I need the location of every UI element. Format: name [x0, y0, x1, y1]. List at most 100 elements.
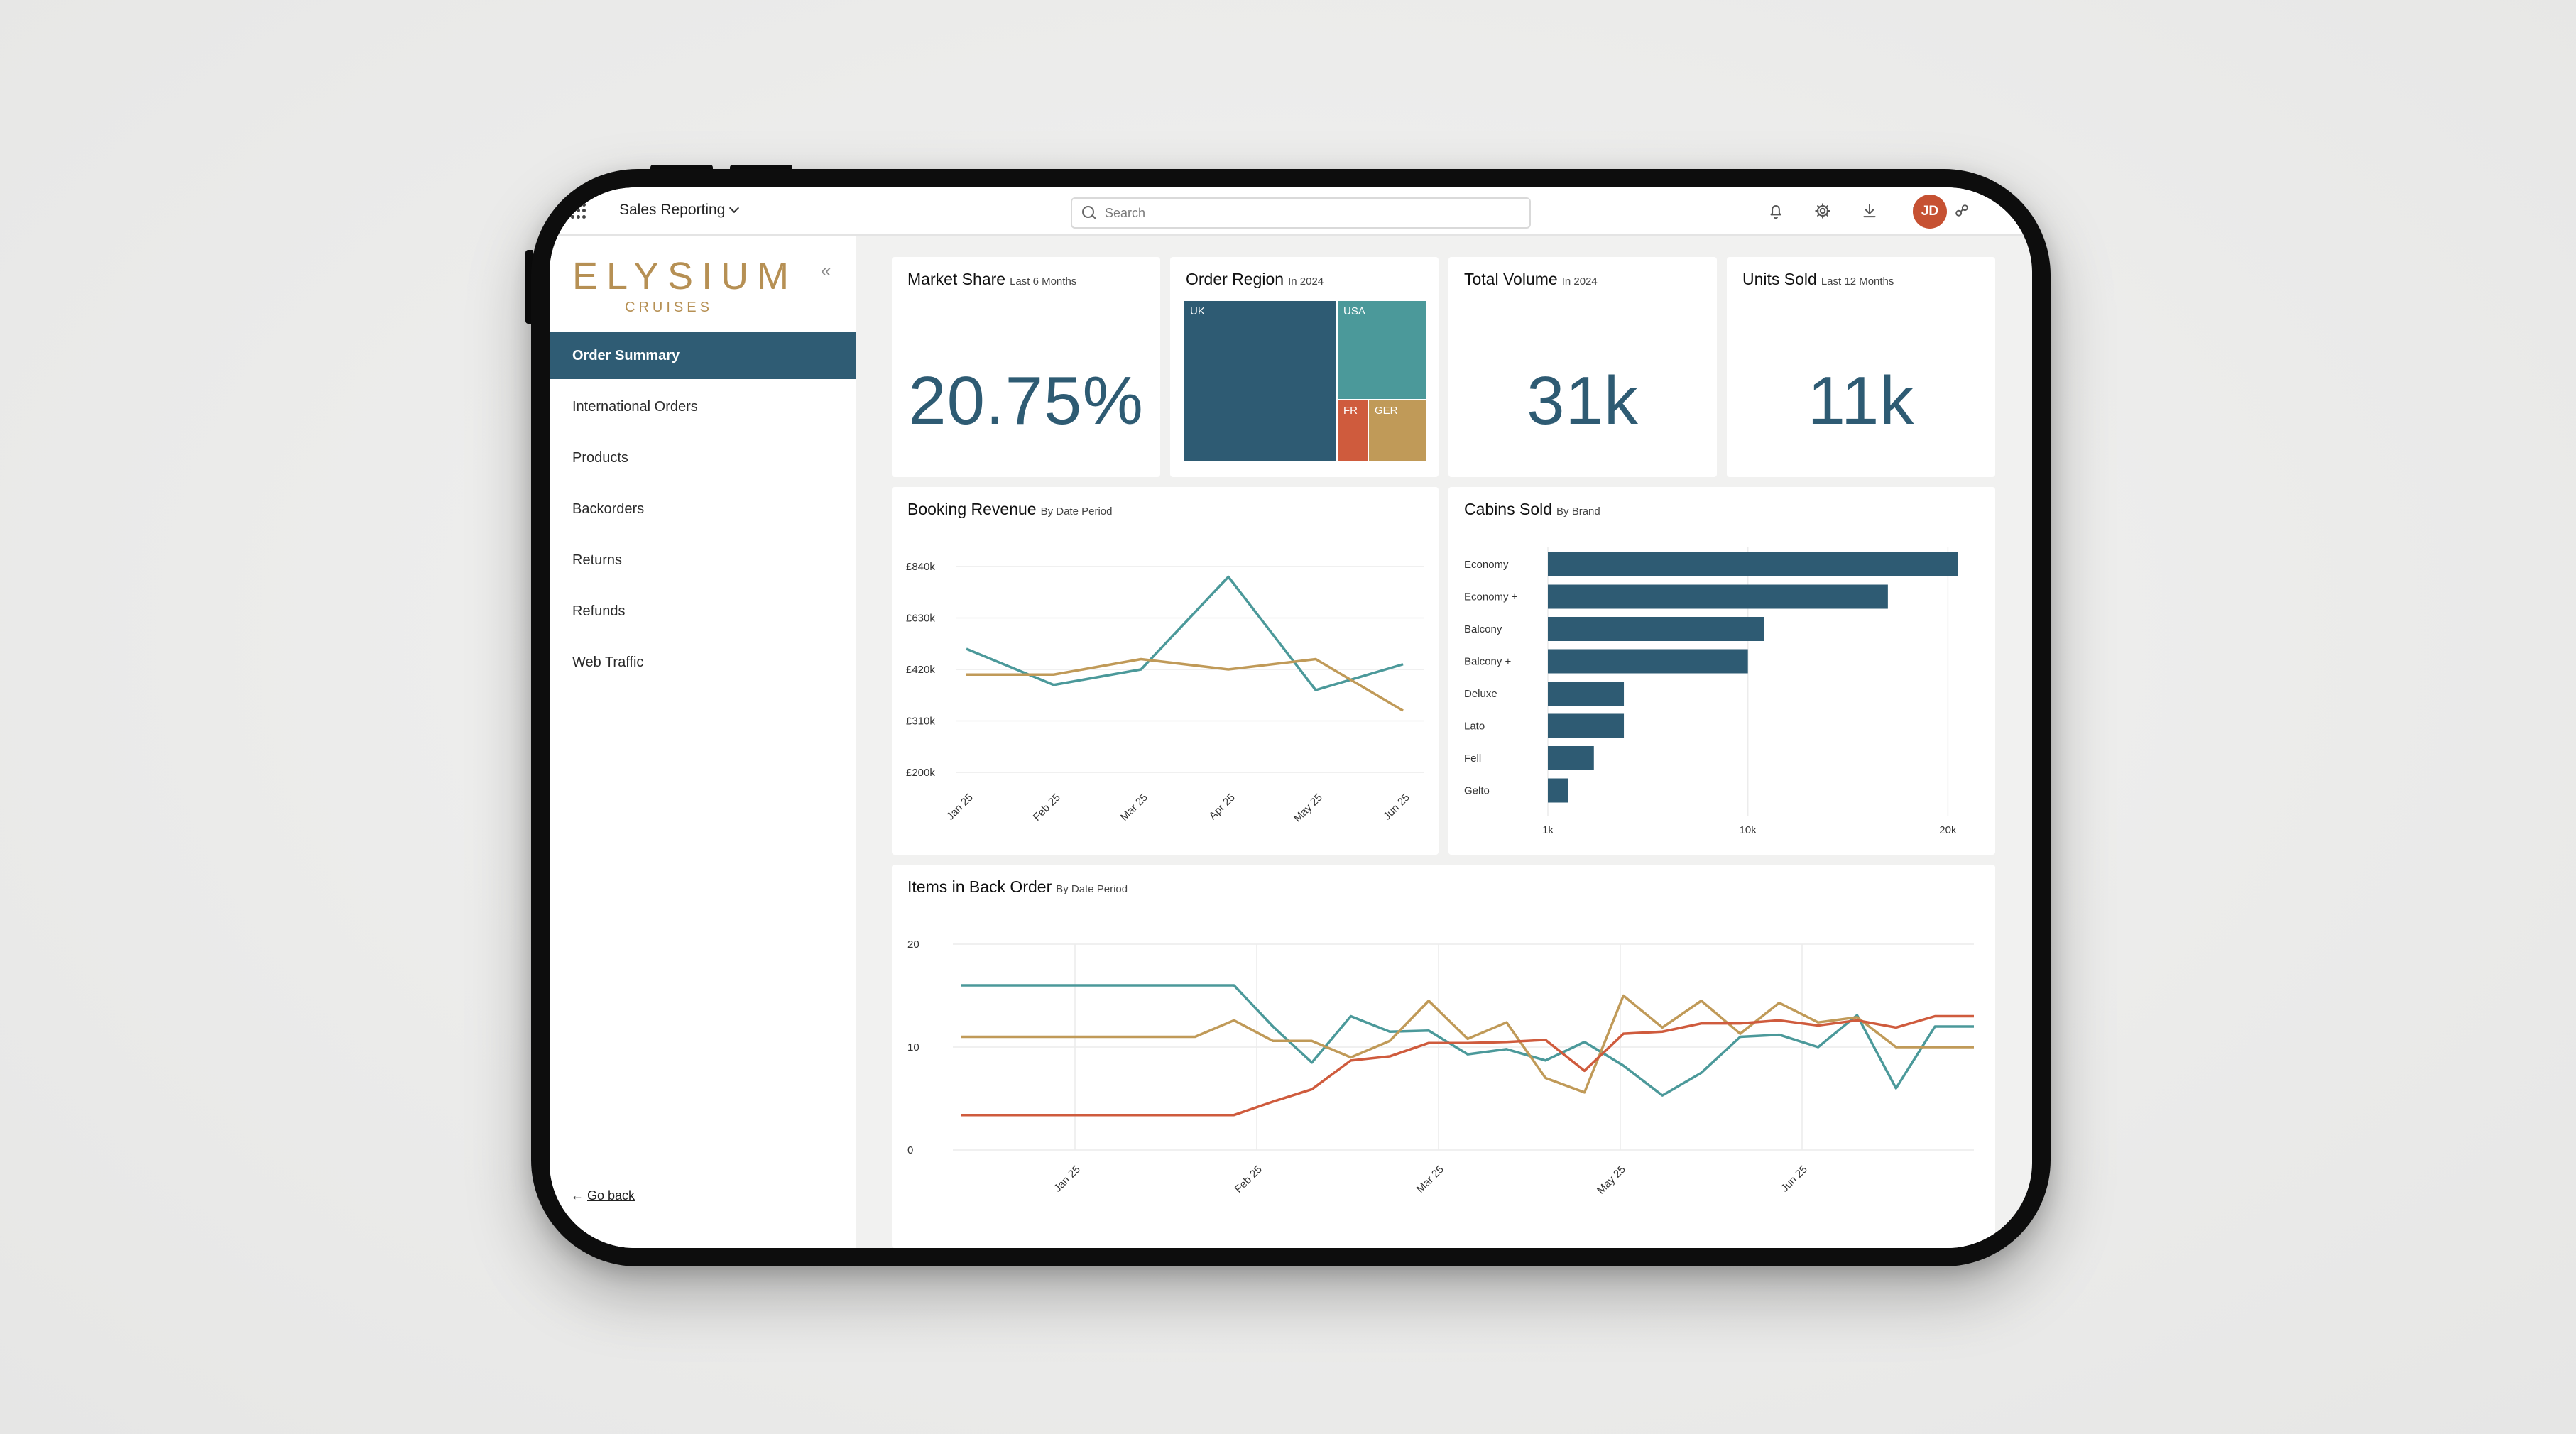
- market-share-subtitle: Last 6 Months: [1010, 275, 1077, 288]
- cabins-sold-subtitle: By Brand: [1556, 505, 1600, 518]
- treemap-label-ger: GER: [1375, 405, 1398, 417]
- units-sold-card: Units Sold Last 12 Months 11k: [1727, 257, 1995, 477]
- order-region-title: Order Region: [1186, 270, 1284, 288]
- total-volume-subtitle: In 2024: [1561, 275, 1598, 288]
- back-order-card: Items in Back Order By Date Period 0 10 20 J…: [892, 865, 1995, 1248]
- sidebar-nav: Order Summary International Orders Produ…: [550, 332, 856, 690]
- go-back-label: Go back: [587, 1188, 635, 1203]
- treemap-label-uk: UK: [1190, 305, 1205, 317]
- sidebar-item-order-summary[interactable]: Order Summary: [550, 332, 856, 379]
- bell-icon[interactable]: [1767, 202, 1785, 220]
- x-tick-label: Jun 25: [1779, 1164, 1810, 1195]
- bar-gelto: [1548, 778, 1568, 803]
- market-share-value: 20.75%: [908, 363, 1144, 439]
- card-title: Total Volume In 2024: [1464, 270, 1598, 289]
- screen: Sales Reporting: [550, 187, 2032, 1248]
- download-icon[interactable]: [1860, 202, 1879, 220]
- card-title: Units Sold Last 12 Months: [1742, 270, 1894, 289]
- app-switcher[interactable]: Sales Reporting: [619, 202, 740, 219]
- card-title: Cabins Sold By Brand: [1464, 500, 1600, 519]
- card-title: Booking Revenue By Date Period: [907, 500, 1112, 519]
- cabins-sold-title: Cabins Sold: [1464, 500, 1553, 518]
- x-tick-label: 20k: [1939, 824, 1957, 836]
- cabins-sold-chart: 1k 10k 20k Economy Economy + Balcony Balcony +…: [1464, 547, 1958, 836]
- units-sold-value: 11k: [1807, 363, 1915, 439]
- x-tick-label: May 25: [1292, 792, 1325, 825]
- booking-revenue-chart: £200k £310k £420k £630k £840k Jan 25 Feb 25 Mar…: [906, 561, 1424, 825]
- card-title: Items in Back Order By Date Period: [907, 877, 1128, 897]
- booking-revenue-subtitle: By Date Period: [1040, 505, 1113, 518]
- sidebar-item-backorders[interactable]: Backorders: [572, 501, 645, 517]
- backorder-series-line-3: [961, 1014, 1974, 1117]
- backorder-series-line-2: [961, 994, 1974, 1094]
- bar-fell: [1548, 746, 1594, 770]
- go-back-link[interactable]: ← Go back: [571, 1188, 635, 1203]
- units-sold-title: Units Sold: [1742, 270, 1817, 288]
- sidebar-item-returns[interactable]: Returns: [572, 552, 623, 568]
- back-order-chart: 0 10 20 Jan 25 Feb 25 Mar 25 May 25 Jun 25: [907, 938, 1974, 1197]
- x-tick-label: Feb 25: [1031, 792, 1063, 823]
- app-title: Sales Reporting: [619, 202, 726, 218]
- y-tick-label: 20: [907, 938, 919, 951]
- total-volume-card: Total Volume In 2024 31k: [1448, 257, 1717, 477]
- y-tick-label: £630k: [906, 613, 935, 625]
- x-tick-label: Mar 25: [1118, 792, 1150, 823]
- sidebar: ELYSIUM CRUISES « Order Summary Internat…: [550, 236, 856, 1248]
- sidebar-item-refunds[interactable]: Refunds: [572, 603, 626, 619]
- y-tick-label: 0: [907, 1144, 913, 1156]
- y-tick-label: £310k: [906, 716, 935, 728]
- y-tick-label: £840k: [906, 561, 935, 573]
- gear-icon[interactable]: [1813, 202, 1832, 220]
- share-icon[interactable]: [1953, 202, 1971, 220]
- bar-economy: [1548, 584, 1888, 609]
- bar-economy: [1548, 552, 1958, 576]
- logo-main: ELYSIUM: [572, 255, 798, 297]
- arrow-left-icon: ←: [571, 1188, 584, 1203]
- booking-revenue-card: Booking Revenue By Date Period £200k £310k…: [892, 487, 1439, 855]
- x-tick-label: Mar 25: [1414, 1164, 1446, 1195]
- treemap-label-fr: FR: [1343, 405, 1358, 417]
- category-label: Economy: [1464, 559, 1509, 571]
- treemap-label-usa: USA: [1343, 305, 1365, 317]
- treemap-cell-uk[interactable]: UK: [1184, 301, 1336, 461]
- search-input[interactable]: [1103, 203, 1504, 223]
- apps-grid-icon[interactable]: [571, 203, 586, 219]
- x-tick-label: Apr 25: [1207, 792, 1238, 822]
- category-label: Economy +: [1464, 591, 1518, 603]
- card-title: Order Region In 2024: [1186, 270, 1324, 289]
- category-label: Balcony +: [1464, 656, 1512, 668]
- order-region-card: Order Region In 2024 UK USA FR GER: [1170, 257, 1439, 477]
- x-tick-label: 10k: [1740, 824, 1757, 836]
- order-region-subtitle: In 2024: [1288, 275, 1324, 288]
- collapse-sidebar-icon[interactable]: «: [821, 260, 831, 281]
- chevron-down-icon: [729, 202, 740, 214]
- search-box[interactable]: [1071, 197, 1531, 229]
- sidebar-item-web-traffic[interactable]: Web Traffic: [572, 655, 644, 670]
- treemap-cell-ger[interactable]: GER: [1369, 400, 1426, 461]
- search-icon: [1082, 206, 1094, 218]
- x-tick-label: Jan 25: [1052, 1164, 1083, 1195]
- category-label: Lato: [1464, 721, 1485, 733]
- treemap-cell-fr[interactable]: FR: [1338, 400, 1368, 461]
- revenue-series-line-2: [966, 657, 1404, 712]
- avatar[interactable]: JD: [1913, 195, 1947, 229]
- tablet-frame: Sales Reporting: [531, 169, 2051, 1266]
- backorder-series-line-1: [961, 984, 1974, 1097]
- back-order-title: Items in Back Order: [907, 877, 1052, 896]
- sidebar-item-international-orders[interactable]: International Orders: [572, 399, 698, 415]
- booking-revenue-title: Booking Revenue: [907, 500, 1037, 518]
- sidebar-item-products[interactable]: Products: [572, 450, 628, 466]
- treemap-cell-usa[interactable]: USA: [1338, 301, 1426, 399]
- category-label: Gelto: [1464, 785, 1490, 797]
- total-volume-title: Total Volume: [1464, 270, 1558, 288]
- back-order-subtitle: By Date Period: [1056, 883, 1128, 895]
- volume-up-button: [650, 165, 713, 172]
- category-label: Deluxe: [1464, 688, 1497, 700]
- category-label: Balcony: [1464, 623, 1502, 635]
- units-sold-subtitle: Last 12 Months: [1821, 275, 1894, 288]
- category-label: Fell: [1464, 752, 1481, 765]
- y-tick-label: £420k: [906, 664, 935, 676]
- revenue-series-line-1: [966, 575, 1404, 691]
- x-tick-label: May 25: [1595, 1164, 1628, 1197]
- power-button: [525, 250, 533, 324]
